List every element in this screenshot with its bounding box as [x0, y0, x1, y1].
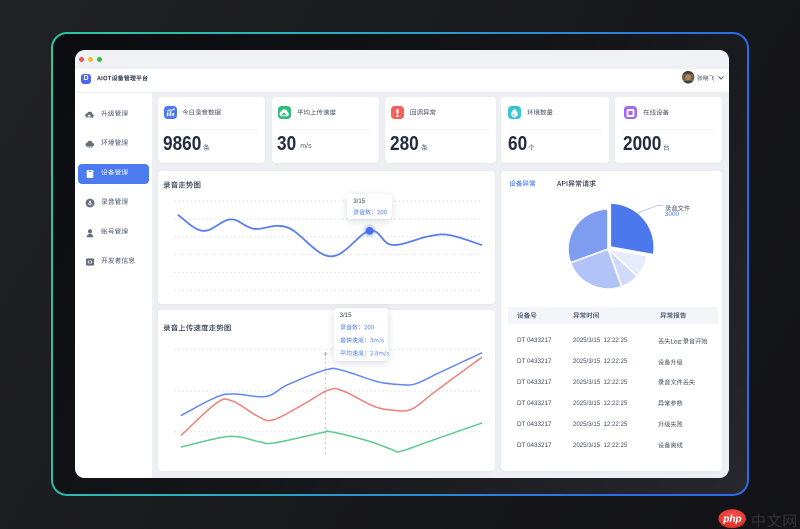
svg-text:php: php	[722, 514, 741, 525]
